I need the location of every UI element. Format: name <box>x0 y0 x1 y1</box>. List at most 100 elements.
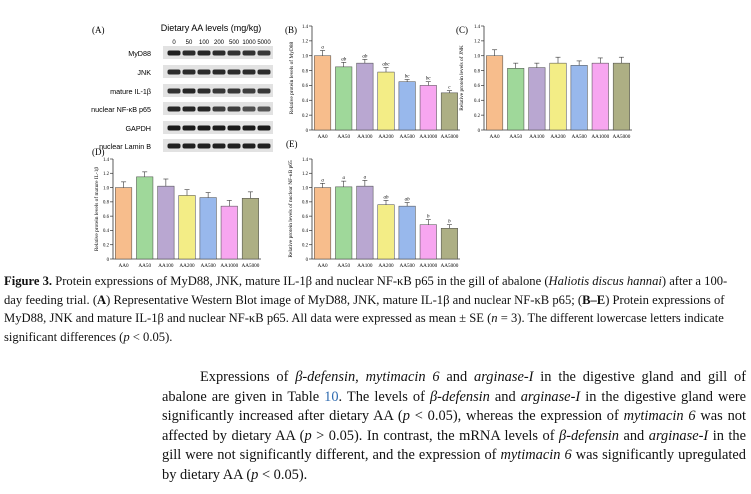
y-tick-label: 1.0 <box>103 186 110 191</box>
blot-band <box>242 143 256 149</box>
y-tick-label: 1.4 <box>302 158 309 163</box>
chart-letter: (B) <box>285 25 297 35</box>
y-tick-label: 0.8 <box>474 69 481 74</box>
blot-band <box>257 125 271 131</box>
x-tick-label: AA50 <box>337 134 350 140</box>
panel-a-letter: (A) <box>92 25 105 35</box>
blot-band <box>167 88 181 94</box>
blot-row-label: mature IL-1β <box>110 87 151 96</box>
y-tick-label: 1.4 <box>474 25 481 30</box>
y-tick-label: 0.4 <box>302 99 309 104</box>
blot-band <box>257 88 271 94</box>
y-tick-label: 1.4 <box>103 158 110 163</box>
paragraph: Expressions of β-defensin, mytimacin 6 a… <box>162 368 746 486</box>
table-link[interactable]: 10 <box>324 388 339 405</box>
y-tick-label: 0 <box>306 129 309 134</box>
y-tick-label: 0.2 <box>302 244 309 249</box>
dose-label: 100 <box>199 40 210 46</box>
blot-band <box>257 69 271 75</box>
blot-rows: MyD88 JNK mature IL-1β nuclear NF-κB p65 GAP… <box>91 46 273 152</box>
gene-name: mytimacin 6 <box>623 408 696 425</box>
chart-letter: (C) <box>456 25 468 35</box>
blot-band <box>242 69 256 75</box>
bar <box>507 68 525 131</box>
x-tick-label: AA0 <box>119 263 129 269</box>
caption-panels-be: B–E <box>582 292 606 307</box>
bar <box>136 176 154 260</box>
x-tick-label: AA200 <box>550 134 566 140</box>
text-run: > 0.05). In contrast, the mRNA levels of <box>311 427 560 444</box>
y-tick-label: 1.0 <box>302 186 309 191</box>
blot-band <box>212 69 226 75</box>
y-tick-label: 0 <box>306 258 309 263</box>
text-run: and <box>489 388 521 405</box>
x-tick-label: AA500 <box>572 134 588 140</box>
bar <box>486 55 504 131</box>
blot-band <box>167 143 181 149</box>
caption-panel-a: A <box>97 292 107 307</box>
blot-row-label: MyD88 <box>128 49 151 58</box>
dose-label: 0 <box>172 40 176 46</box>
gene-name: β-defensin <box>559 427 619 444</box>
x-tick-label: AA50 <box>509 134 522 140</box>
x-tick-label: AA100 <box>357 263 373 269</box>
caption-text-3: ) Representative Western Blot image of M… <box>106 292 583 307</box>
blot-band <box>227 50 241 56</box>
blot-band <box>182 50 196 56</box>
bar <box>419 85 437 131</box>
y-tick-label: 1.2 <box>302 40 309 45</box>
dose-label: 500 <box>229 40 240 46</box>
bar <box>419 224 437 260</box>
x-tick-label: AA5000 <box>440 263 458 269</box>
chart-letter: (E) <box>286 139 298 149</box>
bar <box>528 67 546 131</box>
x-tick-label: AA500 <box>400 134 416 140</box>
y-tick-label: 1.0 <box>474 55 481 60</box>
text-run: in the digestive gland were significantl… <box>162 388 746 425</box>
p-symbol: p <box>402 408 410 425</box>
y-tick-label: 0.2 <box>474 114 481 119</box>
text-run: and <box>439 369 475 385</box>
bar <box>157 185 175 260</box>
dose-labels: 0 50 100 200 500 1000 5000 <box>172 40 271 46</box>
x-tick-label: AA500 <box>201 263 217 269</box>
gene-name: arginase-I <box>520 388 581 405</box>
x-tick-label: AA1000 <box>220 263 238 269</box>
blot-band <box>212 106 226 112</box>
caption-text-2: ) after a 100-day feeding trial. ( <box>4 274 728 307</box>
x-tick-label: AA200 <box>378 134 394 140</box>
blot-band <box>212 88 226 94</box>
significance-letter: a <box>321 46 324 51</box>
significance-letter: ab <box>405 198 411 203</box>
blot-band <box>227 88 241 94</box>
significance-letter: a <box>342 176 345 181</box>
blot-band <box>242 50 256 56</box>
x-tick-label: AA50 <box>138 263 151 269</box>
blot-band <box>197 50 211 56</box>
blot-band <box>182 143 196 149</box>
blot-band <box>227 125 241 131</box>
blot-band <box>197 125 211 131</box>
dose-label: 200 <box>214 40 225 46</box>
y-axis-label: Relative protein levels of MyD88 <box>288 41 295 114</box>
gene-name: β-defensin <box>429 388 490 405</box>
dose-label: 5000 <box>257 40 271 46</box>
blot-band <box>182 69 196 75</box>
caption-p: p <box>123 329 130 344</box>
significance-letter: abc <box>382 63 390 68</box>
blot-band <box>182 106 196 112</box>
blot-band <box>197 143 211 149</box>
y-tick-label: 0.4 <box>103 229 110 234</box>
bar <box>178 195 196 260</box>
p-symbol: p <box>304 427 312 444</box>
x-tick-label: AA0 <box>490 134 500 140</box>
bar <box>591 62 609 131</box>
text-run: . The levels of <box>338 388 430 405</box>
text-run: was significantly upregulated by dietary… <box>162 447 746 483</box>
x-tick-label: AA0 <box>318 134 328 140</box>
x-tick-label: AA1000 <box>419 263 437 269</box>
x-tick-label: AA5000 <box>440 134 458 140</box>
figure-3: (A) Dietary AA levels (mg/kg) 0 50 100 200 5… <box>91 23 632 269</box>
blot-row-label: nuclear NF-κB p65 <box>91 105 151 114</box>
blot-band <box>167 69 181 75</box>
